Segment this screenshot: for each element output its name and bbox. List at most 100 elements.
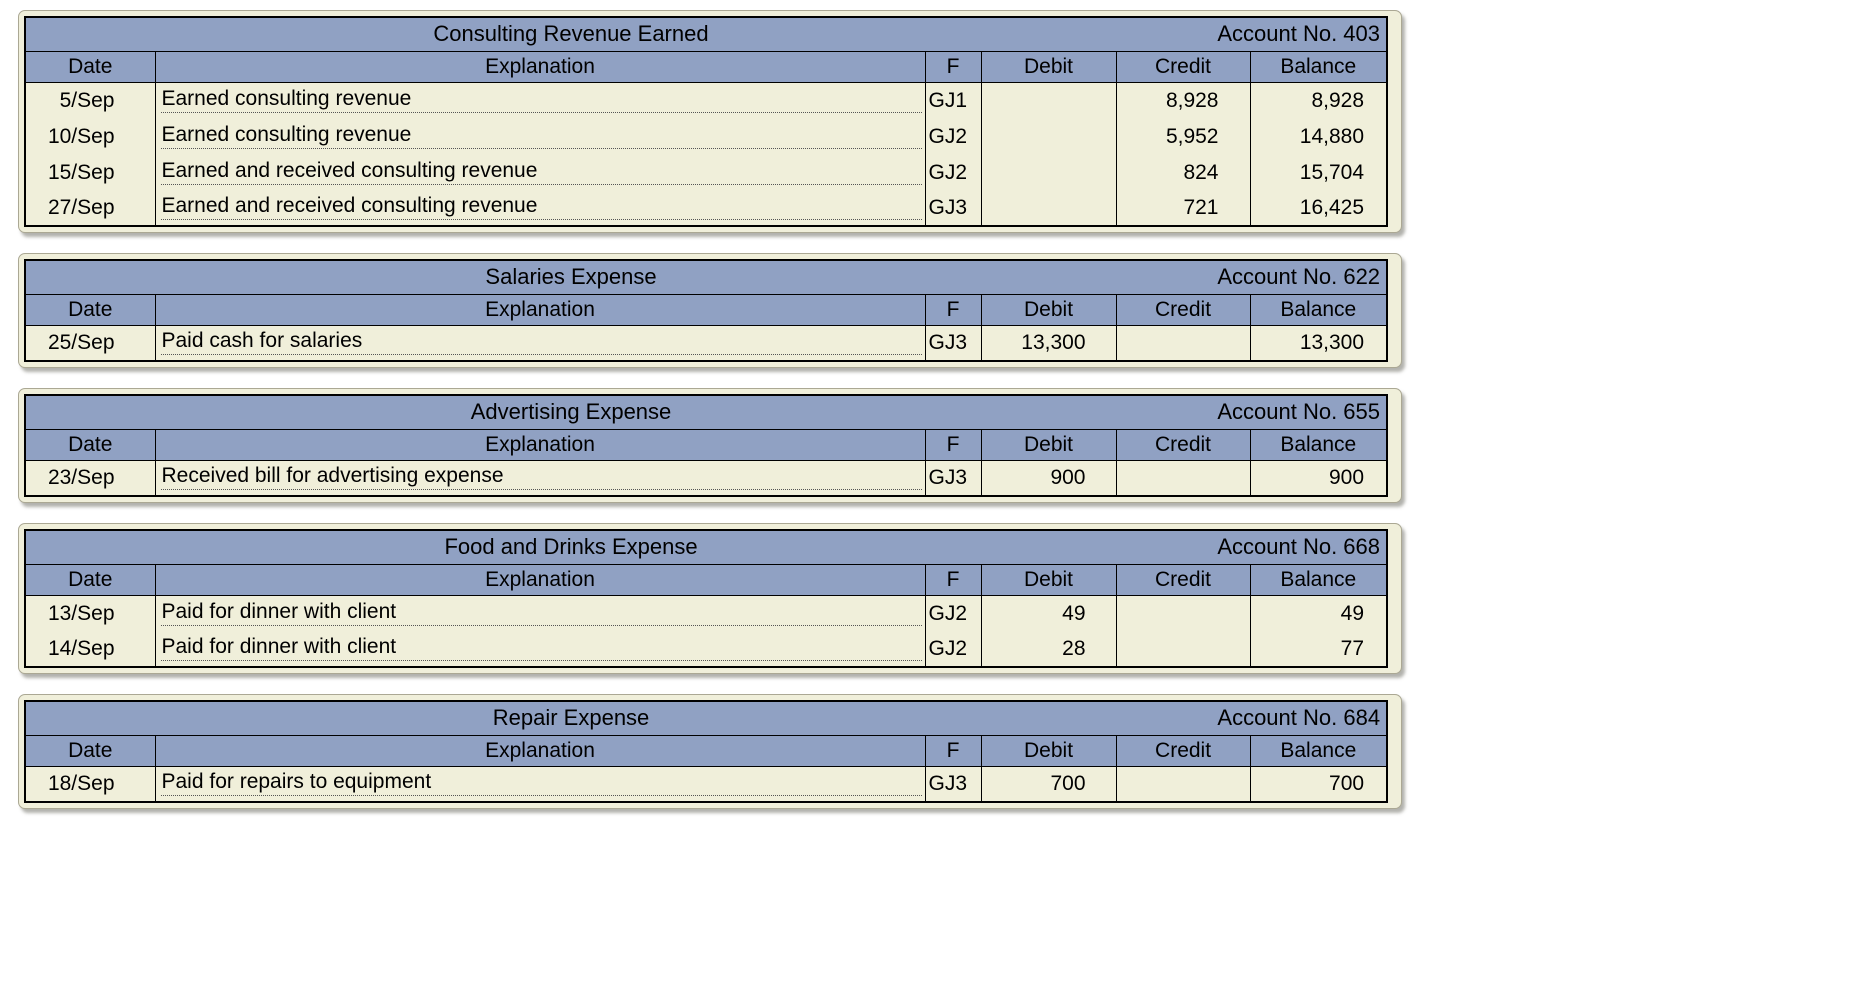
- col-header-credit: Credit: [1115, 293, 1251, 326]
- credit-cell: [1115, 631, 1251, 667]
- column-header-row: Date Explanation F Debit Credit Balance: [24, 563, 1388, 596]
- ledger-panel: Advertising Expense Account No. 655 Date…: [18, 388, 1402, 503]
- ledger-list: Consulting Revenue Earned Account No. 40…: [18, 10, 1860, 809]
- account-title-row: Consulting Revenue Earned Account No. 40…: [25, 17, 1388, 51]
- ledger-table: Advertising Expense Account No. 655 Date…: [24, 394, 1389, 497]
- folio-cell: GJ2: [924, 631, 982, 667]
- debit-cell: 13,300: [980, 325, 1117, 361]
- col-header-debit: Debit: [980, 293, 1117, 326]
- debit-cell: [980, 82, 1117, 118]
- debit-cell: [980, 190, 1117, 226]
- credit-cell: 8,928: [1115, 82, 1251, 118]
- balance-cell: 15,704: [1249, 154, 1388, 190]
- folio-cell: GJ3: [924, 190, 982, 226]
- balance-cell: 49: [1249, 595, 1388, 631]
- column-header-row: Date Explanation F Debit Credit Balance: [24, 293, 1388, 326]
- debit-cell: 900: [980, 460, 1117, 496]
- account-number: Account No. 622: [1116, 260, 1388, 294]
- explanation-cell: Earned consulting revenue: [154, 82, 926, 118]
- table-row: 27/Sep Earned and received consulting re…: [24, 190, 1388, 226]
- account-title: Advertising Expense: [25, 395, 1116, 429]
- ledger-panel: Consulting Revenue Earned Account No. 40…: [18, 10, 1402, 233]
- col-header-credit: Credit: [1115, 428, 1251, 461]
- col-header-explanation: Explanation: [154, 50, 926, 83]
- col-header-explanation: Explanation: [154, 293, 926, 326]
- explanation-cell: Earned consulting revenue: [154, 118, 926, 154]
- balance-cell: 77: [1249, 631, 1388, 667]
- account-number: Account No. 668: [1116, 530, 1388, 564]
- ledger-table-body: Food and Drinks Expense Account No. 668 …: [24, 530, 1388, 667]
- credit-cell: 5,952: [1115, 118, 1251, 154]
- date-cell: 13/Sep: [24, 595, 156, 631]
- table-row: 15/Sep Earned and received consulting re…: [24, 154, 1388, 190]
- ledger-table: Consulting Revenue Earned Account No. 40…: [24, 16, 1389, 227]
- ledger-table: Repair Expense Account No. 684 Date Expl…: [24, 700, 1389, 803]
- column-header-row: Date Explanation F Debit Credit Balance: [24, 734, 1388, 767]
- explanation-cell: Paid for dinner with client: [154, 631, 926, 667]
- date-cell: 5/Sep: [24, 82, 156, 118]
- col-header-debit: Debit: [980, 734, 1117, 767]
- debit-cell: 49: [980, 595, 1117, 631]
- table-row: 18/Sep Paid for repairs to equipment GJ3…: [24, 766, 1388, 802]
- table-row: 23/Sep Received bill for advertising exp…: [24, 460, 1388, 496]
- debit-cell: [980, 154, 1117, 190]
- account-title-row: Advertising Expense Account No. 655: [25, 395, 1388, 429]
- explanation-cell: Earned and received consulting revenue: [154, 154, 926, 190]
- col-header-credit: Credit: [1115, 50, 1251, 83]
- balance-cell: 700: [1249, 766, 1388, 802]
- folio-cell: GJ2: [924, 595, 982, 631]
- col-header-f: F: [924, 293, 982, 326]
- balance-cell: 900: [1249, 460, 1388, 496]
- table-row: 13/Sep Paid for dinner with client GJ2 4…: [24, 595, 1388, 631]
- ledger-table-body: Consulting Revenue Earned Account No. 40…: [24, 17, 1388, 226]
- col-header-date: Date: [24, 50, 156, 83]
- explanation-cell: Paid for repairs to equipment: [154, 766, 926, 802]
- account-title: Consulting Revenue Earned: [25, 17, 1116, 51]
- credit-cell: [1115, 766, 1251, 802]
- date-cell: 15/Sep: [24, 154, 156, 190]
- col-header-balance: Balance: [1249, 50, 1388, 83]
- explanation-text: Paid for dinner with client: [160, 635, 922, 661]
- account-number: Account No. 684: [1116, 701, 1388, 735]
- column-header-row: Date Explanation F Debit Credit Balance: [24, 428, 1388, 461]
- explanation-cell: Received bill for advertising expense: [154, 460, 926, 496]
- table-row: 10/Sep Earned consulting revenue GJ2 5,9…: [24, 118, 1388, 154]
- col-header-explanation: Explanation: [154, 428, 926, 461]
- explanation-cell: Earned and received consulting revenue: [154, 190, 926, 226]
- ledger-table: Salaries Expense Account No. 622 Date Ex…: [24, 259, 1389, 362]
- col-header-balance: Balance: [1249, 734, 1388, 767]
- date-cell: 25/Sep: [24, 325, 156, 361]
- explanation-cell: Paid for dinner with client: [154, 595, 926, 631]
- ledger-panel: Salaries Expense Account No. 622 Date Ex…: [18, 253, 1402, 368]
- col-header-debit: Debit: [980, 50, 1117, 83]
- date-cell: 27/Sep: [24, 190, 156, 226]
- table-row: 25/Sep Paid cash for salaries GJ3 13,300…: [24, 325, 1388, 361]
- account-title: Salaries Expense: [25, 260, 1117, 294]
- col-header-f: F: [924, 734, 982, 767]
- account-title-row: Repair Expense Account No. 684: [25, 701, 1388, 735]
- col-header-credit: Credit: [1115, 563, 1251, 596]
- balance-cell: 14,880: [1249, 118, 1388, 154]
- explanation-text: Paid cash for salaries: [160, 329, 922, 355]
- col-header-balance: Balance: [1249, 293, 1388, 326]
- balance-cell: 13,300: [1249, 325, 1388, 361]
- folio-cell: GJ2: [924, 118, 982, 154]
- account-number: Account No. 655: [1116, 395, 1388, 429]
- col-header-f: F: [924, 50, 982, 83]
- explanation-text: Earned consulting revenue: [160, 123, 922, 149]
- credit-cell: 824: [1115, 154, 1251, 190]
- explanation-text: Earned and received consulting revenue: [160, 159, 922, 185]
- ledger-table-body: Repair Expense Account No. 684 Date Expl…: [24, 701, 1388, 802]
- col-header-date: Date: [24, 563, 156, 596]
- column-header-row: Date Explanation F Debit Credit Balance: [24, 50, 1388, 83]
- ledger-panel: Repair Expense Account No. 684 Date Expl…: [18, 694, 1402, 809]
- date-cell: 14/Sep: [24, 631, 156, 667]
- date-cell: 10/Sep: [24, 118, 156, 154]
- credit-cell: 721: [1115, 190, 1251, 226]
- col-header-f: F: [924, 563, 982, 596]
- explanation-text: Paid for dinner with client: [160, 600, 922, 626]
- account-title: Repair Expense: [25, 701, 1117, 735]
- balance-cell: 16,425: [1249, 190, 1388, 226]
- col-header-date: Date: [24, 734, 156, 767]
- col-header-credit: Credit: [1115, 734, 1251, 767]
